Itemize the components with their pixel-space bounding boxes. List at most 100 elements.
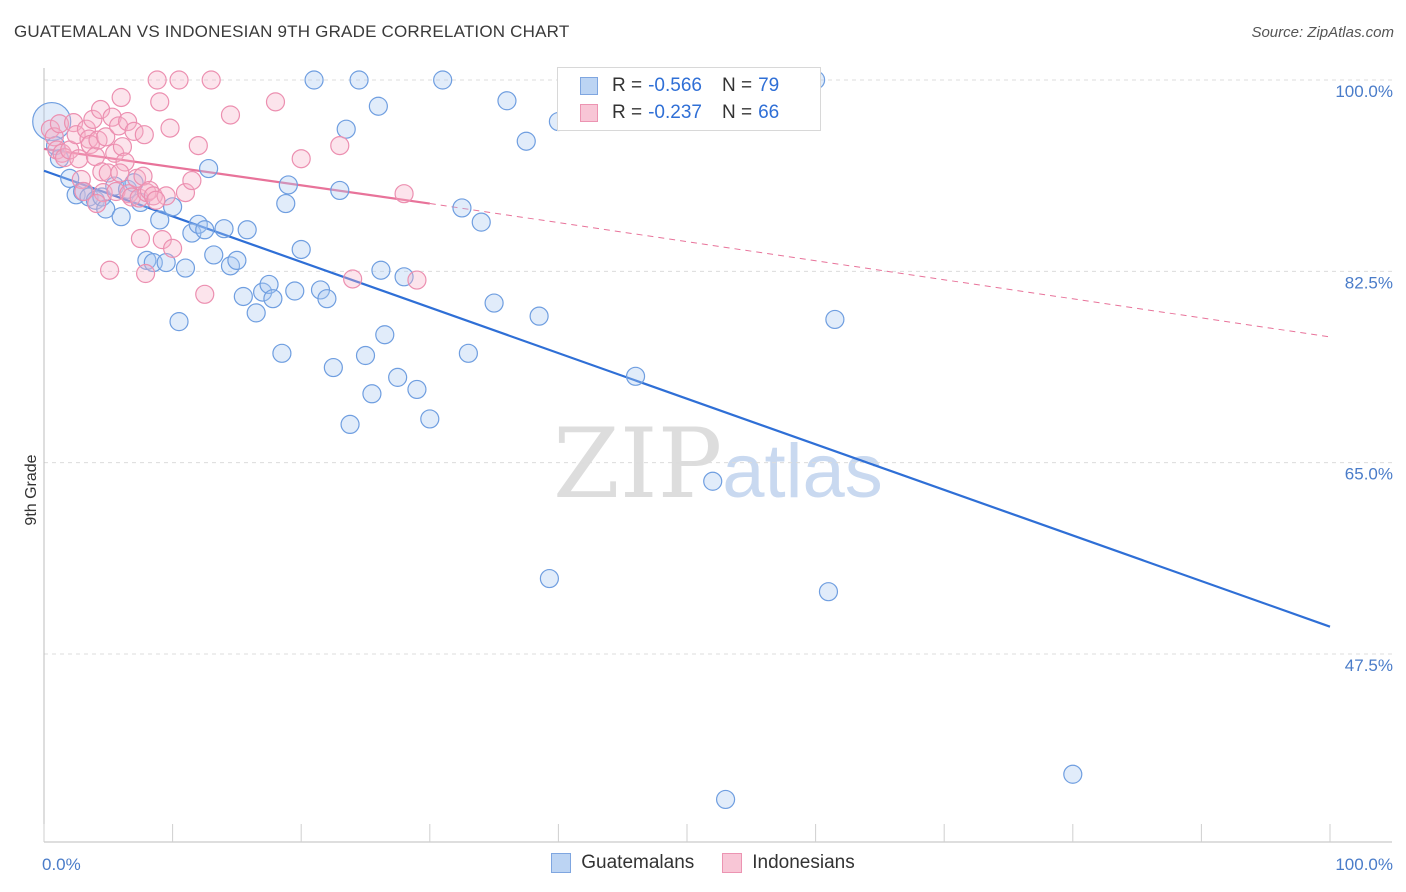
legend-row-guatemalans: R = -0.566 N = 79 <box>580 74 779 98</box>
indonesian-point-22 <box>98 163 118 183</box>
guatemalan-point-62 <box>484 293 504 313</box>
guatemalan-point-53 <box>375 325 395 345</box>
guatemalan-point-35 <box>263 289 283 309</box>
guatemalan-point-21 <box>175 258 196 278</box>
indonesian-point-47 <box>160 118 180 138</box>
indonesian-point-54 <box>201 70 221 90</box>
legend-r-label: R = <box>612 75 643 96</box>
guatemalan-point-65 <box>529 306 549 326</box>
legend-swatch-blue <box>551 853 572 873</box>
indonesian-trend-extension <box>429 203 1331 338</box>
grid-lines <box>44 79 1392 655</box>
indonesian-point-18 <box>90 99 111 120</box>
guatemalan-point-43 <box>317 289 337 309</box>
indonesian-point-17 <box>88 130 108 150</box>
guatemalan-point-68 <box>625 366 646 386</box>
guatemalan-point-54 <box>388 367 408 387</box>
legend-label-guatemalans: Guatemalans <box>581 852 695 873</box>
guatemalan-point-56 <box>407 379 427 400</box>
indonesian-point-39 <box>135 263 156 284</box>
guatemalan-point-73 <box>825 309 845 330</box>
indonesian-point-59 <box>343 269 363 289</box>
guatemalan-point-11 <box>111 207 131 227</box>
indonesian-point-53 <box>195 284 215 304</box>
indonesian-point-57 <box>291 149 311 169</box>
watermark-atlas: atlas <box>722 429 883 514</box>
indonesian-point-23 <box>99 260 120 280</box>
chart-title: GUATEMALAN VS INDONESIAN 9TH GRADE CORRE… <box>14 22 570 41</box>
indonesian-point-33 <box>121 187 142 207</box>
guatemalan-point-18 <box>156 252 176 273</box>
indonesian-point-44 <box>150 92 170 112</box>
source-label: Source: ZipAtlas.com <box>1251 24 1394 41</box>
guatemalan-point-45 <box>330 180 350 201</box>
guatemalan-point-49 <box>355 345 376 366</box>
guatemalan-point-46 <box>336 119 356 139</box>
guatemalan-point-26 <box>204 245 224 265</box>
indonesian-point-9 <box>69 149 89 169</box>
indonesian-point-43 <box>147 70 167 90</box>
legend-row-indonesians: R = -0.237 N = 66 <box>580 101 779 125</box>
legend-swatch-pink <box>722 853 743 873</box>
indonesian-point-64 <box>110 163 130 183</box>
guatemalan-point-57 <box>420 409 440 429</box>
indonesian-point-11 <box>74 181 94 202</box>
indonesian-point-21 <box>96 127 116 147</box>
guatemalan-point-19 <box>163 197 183 217</box>
watermark: ZIPatlas <box>553 408 883 520</box>
data-points <box>32 70 1083 810</box>
indonesian-point-61 <box>407 270 427 290</box>
guatemalan-point-52 <box>371 260 391 280</box>
indonesian-point-8 <box>66 125 86 145</box>
indonesian-point-56 <box>265 92 286 112</box>
legend-r-label: R = <box>612 102 643 123</box>
indonesian-point-28 <box>111 87 131 108</box>
guatemalan-point-51 <box>368 96 388 116</box>
y-tick-label-2: 65.0% <box>1345 465 1393 484</box>
guatemalan-point-74 <box>1063 764 1083 784</box>
indonesian-point-49 <box>169 70 189 90</box>
guatemalan-point-34 <box>259 274 279 295</box>
indonesian-point-58 <box>330 136 350 156</box>
indonesian-point-51 <box>182 170 202 191</box>
y-tick-label-1: 82.5% <box>1345 273 1393 292</box>
x-tick-label-0: 0.0% <box>42 855 81 874</box>
legend-item-guatemalans: Guatemalans <box>551 852 694 874</box>
indonesian-point-30 <box>115 152 135 172</box>
guatemalan-point-27 <box>214 219 234 239</box>
guatemalan-point-17 <box>150 210 170 230</box>
x-tick-label-1: 100.0% <box>1335 855 1393 874</box>
indonesian-point-60 <box>394 184 414 204</box>
y-axis-title: 9th Grade <box>23 454 40 525</box>
guatemalan-point-39 <box>285 281 305 301</box>
guatemalan-point-30 <box>233 286 253 307</box>
legend-swatch-pink <box>580 104 598 122</box>
guatemalan-point-72 <box>818 582 839 602</box>
indonesian-point-37 <box>130 228 151 249</box>
guatemalan-point-70 <box>715 789 736 810</box>
legend-r-value: -0.237 <box>648 102 702 123</box>
legend-r-value: -0.566 <box>648 75 702 96</box>
indonesian-point-62 <box>134 125 154 145</box>
guatemalan-point-25 <box>199 158 219 179</box>
tick-labels: 100.0% 82.5% 65.0% 47.5% 0.0% 100.0% <box>42 82 1393 874</box>
correlation-legend: R = -0.566 N = 79 R = -0.237 N = 66 <box>557 67 821 131</box>
guatemalan-point-9 <box>96 199 116 219</box>
guatemalan-point-24 <box>195 220 215 240</box>
guatemalan-trend-line <box>43 169 1331 628</box>
legend-n-label: N = <box>721 102 753 123</box>
indonesian-point-10 <box>71 169 91 190</box>
legend-n-value: 79 <box>758 75 780 96</box>
guatemalan-point-47 <box>340 414 360 434</box>
legend-label-indonesians: Indonesians <box>752 852 855 873</box>
guatemalan-point-44 <box>323 357 343 378</box>
legend-n-value: 66 <box>758 102 780 123</box>
guatemalan-point-40 <box>291 239 311 260</box>
trend-lines <box>43 147 1331 628</box>
y-tick-label-3: 47.5% <box>1345 656 1393 675</box>
legend-swatch-blue <box>580 77 598 95</box>
indonesian-point-15 <box>83 109 103 129</box>
guatemalan-point-41 <box>304 70 324 90</box>
guatemalan-point-64 <box>516 131 536 151</box>
